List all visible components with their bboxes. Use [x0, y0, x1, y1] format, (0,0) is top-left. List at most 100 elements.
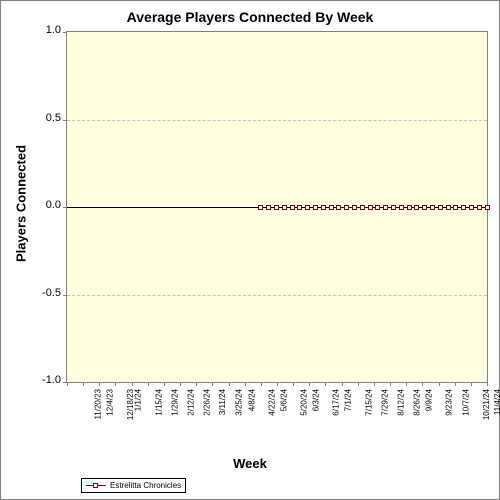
x-tick-mark: [148, 382, 149, 386]
x-tick-label: 10/7/24: [461, 389, 470, 416]
data-marker: [305, 205, 310, 210]
data-marker: [336, 205, 341, 210]
x-tick-label: 6/17/24: [332, 389, 341, 416]
data-marker: [321, 205, 326, 210]
x-tick-mark: [406, 382, 407, 386]
x-tick-mark: [342, 382, 343, 386]
data-marker: [438, 205, 443, 210]
x-tick-mark: [115, 382, 116, 386]
x-tick-mark: [83, 382, 84, 386]
y-axis-label: Players Connected: [14, 144, 29, 264]
data-marker: [407, 205, 412, 210]
y-tick-mark: [63, 120, 67, 121]
chart-title: Average Players Connected By Week: [1, 9, 499, 25]
x-tick-mark: [374, 382, 375, 386]
data-marker: [453, 205, 458, 210]
data-marker: [258, 205, 263, 210]
x-tick-label: 3/11/24: [218, 389, 227, 415]
gridline: [67, 295, 487, 296]
x-tick-mark: [439, 382, 440, 386]
x-tick-label: 1/15/24: [154, 389, 163, 416]
data-marker: [344, 205, 349, 210]
y-tick-label: -1.0: [31, 374, 61, 386]
x-tick-label: 9/9/24: [424, 389, 433, 411]
x-tick-label: 11/4/24: [493, 389, 500, 415]
data-marker: [446, 205, 451, 210]
x-tick-mark: [212, 382, 213, 386]
data-marker: [329, 205, 334, 210]
y-tick-label: 1.0: [31, 24, 61, 36]
data-marker: [391, 205, 396, 210]
data-marker: [352, 205, 357, 210]
data-marker: [297, 205, 302, 210]
x-tick-mark: [180, 382, 181, 386]
x-tick-label: 5/6/24: [279, 389, 288, 411]
y-tick-mark: [63, 207, 67, 208]
x-tick-label: 1/1/24: [134, 389, 143, 411]
x-tick-mark: [487, 382, 488, 386]
x-tick-mark: [309, 382, 310, 386]
x-tick-label: 11/20/23: [94, 389, 103, 420]
data-marker: [469, 205, 474, 210]
x-tick-mark: [455, 382, 456, 386]
x-tick-mark: [293, 382, 294, 386]
plot-area: [66, 31, 488, 383]
x-tick-label: 7/15/24: [364, 389, 373, 416]
x-tick-label: 2/12/24: [187, 389, 196, 416]
data-marker: [375, 205, 380, 210]
x-tick-label: 10/21/24: [482, 389, 491, 420]
data-marker: [383, 205, 388, 210]
x-tick-label: 7/1/24: [344, 389, 353, 411]
x-tick-mark: [164, 382, 165, 386]
y-tick-label: 0.5: [31, 112, 61, 124]
x-tick-mark: [132, 382, 133, 386]
x-tick-label: 6/3/24: [311, 389, 320, 411]
data-marker: [477, 205, 482, 210]
x-tick-label: 4/8/24: [247, 389, 256, 411]
x-tick-label: 7/29/24: [380, 389, 389, 416]
gridline: [67, 120, 487, 121]
data-marker: [485, 205, 490, 210]
chart-container: Average Players Connected By Week Player…: [0, 0, 500, 500]
x-tick-mark: [245, 382, 246, 386]
x-tick-mark: [325, 382, 326, 386]
x-tick-mark: [358, 382, 359, 386]
x-tick-label: 9/23/24: [445, 389, 454, 416]
x-tick-label: 3/25/24: [235, 389, 244, 416]
x-tick-label: 2/26/24: [203, 389, 212, 416]
legend-marker-icon: [93, 483, 98, 488]
data-marker: [290, 205, 295, 210]
x-tick-mark: [422, 382, 423, 386]
x-tick-label: 8/12/24: [397, 389, 406, 416]
y-tick-label: 0.0: [31, 199, 61, 211]
data-marker: [368, 205, 373, 210]
data-marker: [360, 205, 365, 210]
data-marker: [313, 205, 318, 210]
x-tick-label: 8/26/24: [413, 389, 422, 416]
x-tick-mark: [196, 382, 197, 386]
x-tick-label: 1/29/24: [170, 389, 179, 416]
legend-label: Estrelitta Chronicles: [110, 481, 181, 490]
data-marker: [282, 205, 287, 210]
data-marker: [422, 205, 427, 210]
data-marker: [461, 205, 466, 210]
y-tick-mark: [63, 32, 67, 33]
x-tick-mark: [277, 382, 278, 386]
x-tick-mark: [261, 382, 262, 386]
x-tick-mark: [67, 382, 68, 386]
x-tick-label: 5/20/24: [300, 389, 309, 416]
x-tick-mark: [390, 382, 391, 386]
y-tick-label: -0.5: [31, 287, 61, 299]
x-tick-mark: [99, 382, 100, 386]
data-marker: [414, 205, 419, 210]
x-axis-label: Week: [1, 456, 499, 471]
data-marker: [399, 205, 404, 210]
x-tick-mark: [229, 382, 230, 386]
legend: Estrelitta Chronicles: [81, 478, 186, 493]
x-tick-mark: [471, 382, 472, 386]
x-tick-label: 12/4/23: [106, 389, 115, 416]
data-marker: [274, 205, 279, 210]
data-marker: [430, 205, 435, 210]
x-tick-label: 4/22/24: [267, 389, 276, 416]
data-marker: [266, 205, 271, 210]
